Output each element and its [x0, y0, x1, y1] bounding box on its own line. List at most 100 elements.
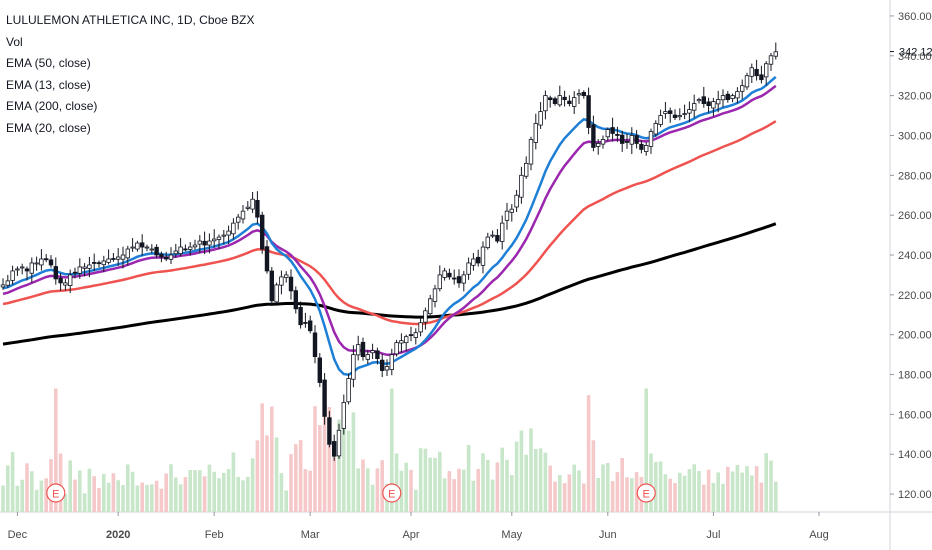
- volume-bar: [447, 471, 452, 512]
- volume-bar: [409, 469, 413, 512]
- candle-body: [384, 366, 390, 371]
- candle-body: [221, 234, 226, 237]
- candle-body: [264, 246, 270, 272]
- time-axis: Dec 2020 Feb Mar Apr May Jun Jul Aug: [8, 512, 829, 541]
- candle: [456, 269, 462, 288]
- candle-body: [528, 139, 534, 165]
- candle: [231, 218, 236, 240]
- volume-bar: [466, 444, 471, 512]
- volume-bar: [284, 490, 288, 512]
- candle: [418, 317, 423, 337]
- candle: [44, 254, 49, 263]
- candle-body: [34, 262, 39, 265]
- volume-bar: [207, 464, 212, 512]
- volume-bar: [399, 470, 404, 512]
- volume-bar: [135, 485, 140, 512]
- volume-bar: [20, 479, 24, 512]
- symbol-title: LULULEMON ATHLETICA INC, 1D, Cboe BZX: [6, 13, 255, 27]
- volume-bar: [562, 483, 567, 512]
- candle-body: [692, 103, 697, 111]
- candle-body: [403, 336, 409, 344]
- candle-body: [48, 259, 54, 266]
- legend-vol: Vol: [6, 34, 23, 49]
- time-tick-label: May: [501, 529, 522, 541]
- candle-body: [442, 270, 447, 278]
- candle: [658, 109, 663, 128]
- candle-body: [663, 111, 668, 114]
- candle: [696, 97, 702, 104]
- candle-body: [351, 354, 356, 380]
- volume-bar: [97, 488, 101, 512]
- candle-body: [740, 85, 745, 92]
- candle: [644, 142, 649, 156]
- volume-bar: [769, 460, 773, 512]
- candle: [192, 239, 198, 250]
- volume-bar: [361, 459, 365, 512]
- candles: [0, 42, 778, 461]
- candle-body: [68, 274, 73, 286]
- candle: [92, 253, 97, 271]
- volume-bar: [260, 403, 264, 512]
- earnings-circle: [46, 483, 66, 503]
- volume-bar: [649, 453, 653, 512]
- candle: [403, 334, 409, 352]
- time-tick-label: Apr: [402, 529, 419, 541]
- candle: [548, 95, 553, 108]
- candle-body: [365, 354, 370, 360]
- candle: [461, 270, 466, 292]
- volume-bar: [462, 469, 466, 512]
- candle-body: [341, 402, 346, 429]
- candle-body: [648, 131, 654, 147]
- candle-body: [720, 95, 726, 101]
- earnings-label: E: [52, 489, 59, 501]
- candle-body: [509, 208, 514, 213]
- candle: [283, 271, 289, 283]
- volume-bar: [668, 478, 672, 512]
- volume-bar: [212, 471, 216, 512]
- candle: [197, 235, 202, 254]
- candle-body: [44, 258, 49, 261]
- candle: [106, 249, 111, 265]
- candle: [408, 326, 414, 342]
- volume-bar: [337, 419, 341, 512]
- candle: [96, 260, 102, 268]
- candle: [111, 252, 116, 262]
- candle: [211, 229, 217, 248]
- volume-bar: [342, 411, 346, 512]
- volume-bar: [774, 481, 778, 512]
- candle: [139, 234, 145, 256]
- volume-bar: [510, 475, 514, 512]
- candle-body: [548, 97, 553, 101]
- legend-ema200: EMA (200, close): [6, 99, 98, 113]
- candle: [317, 353, 322, 388]
- candle-body: [485, 236, 490, 249]
- price-tick-label: 300.00: [898, 130, 932, 142]
- volume-bar: [298, 440, 303, 512]
- volume-bar: [428, 457, 432, 512]
- candle-body: [480, 246, 486, 266]
- volume-bar: [423, 448, 428, 512]
- candle: [586, 87, 591, 135]
- candle: [19, 263, 25, 275]
- earnings-label: E: [643, 489, 650, 501]
- candle-body: [207, 240, 212, 246]
- price-tick-label: 220.00: [898, 290, 932, 302]
- candle-body: [600, 139, 606, 145]
- volume-bar: [289, 454, 293, 512]
- candle: [82, 263, 87, 277]
- candle-body: [644, 145, 649, 152]
- candle: [519, 166, 524, 204]
- candle-body: [336, 429, 342, 457]
- volume-bar: [39, 480, 44, 512]
- candle-body: [317, 357, 322, 383]
- volume-bar: [486, 459, 490, 512]
- candle-body: [634, 135, 639, 144]
- volume-bar: [270, 406, 274, 512]
- candle: [187, 242, 193, 256]
- volume-bar: [606, 463, 610, 512]
- volume-bar: [145, 484, 149, 512]
- candle: [293, 286, 298, 314]
- candle-body: [620, 134, 625, 144]
- volume-bar: [318, 425, 322, 512]
